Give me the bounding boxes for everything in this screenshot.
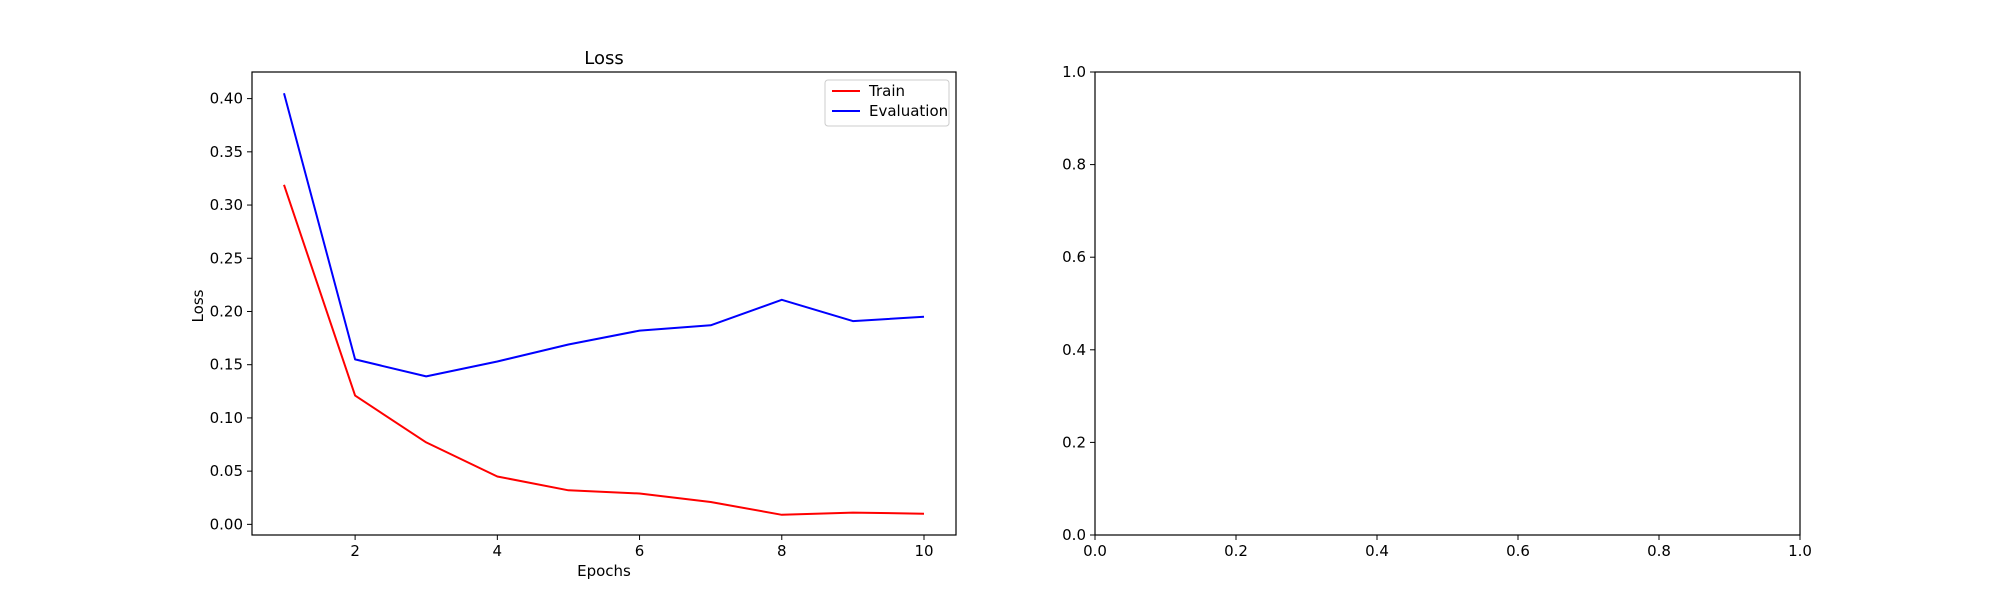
x-tick-label: 0.4 <box>1365 542 1389 560</box>
y-tick-label: 1.0 <box>1062 63 1086 81</box>
x-tick-label: 2 <box>350 542 360 560</box>
chart-title: Loss <box>584 48 623 69</box>
loss-plot-frame <box>251 71 957 536</box>
y-tick-label: 0.40 <box>210 90 243 108</box>
x-tick-label: 0.2 <box>1224 542 1248 560</box>
y-tick-label: 0.35 <box>210 143 243 161</box>
y-tick-label: 0.15 <box>210 356 243 374</box>
y-tick-label: 0.4 <box>1062 341 1086 359</box>
y-tick-label: 0.2 <box>1062 433 1086 451</box>
x-axis-label: Epochs <box>577 562 631 580</box>
y-tick-label: 0.20 <box>210 302 243 320</box>
x-tick-label: 8 <box>777 542 787 560</box>
y-tick-label: 0.0 <box>1062 526 1086 544</box>
legend: Train Evaluation <box>824 79 950 127</box>
x-tick-label: 4 <box>493 542 503 560</box>
y-tick-label: 0.10 <box>210 409 243 427</box>
legend-label-evaluation: Evaluation <box>869 102 948 120</box>
loss-chart: Loss Epochs Loss 2 4 6 8 10 0.00 0.05 0.10 0.15 0… <box>189 48 957 580</box>
empty-plot-frame <box>1094 71 1801 536</box>
x-tick-label: 0.0 <box>1083 542 1107 560</box>
empty-chart: 0.0 0.2 0.4 0.6 0.8 1.0 0.0 0.2 0.4 0.6 0.8 1.0 <box>1062 63 1812 560</box>
legend-label-train: Train <box>868 82 905 100</box>
loss-series-lines <box>283 93 925 516</box>
series-line-evaluation <box>283 93 925 378</box>
y-axis-label: Loss <box>189 289 207 322</box>
y-tick-label: 0.30 <box>210 196 243 214</box>
y-tick-label: 0.00 <box>210 515 243 533</box>
y-tick-label: 0.25 <box>210 249 243 267</box>
y-tick-label: 0.6 <box>1062 248 1086 266</box>
series-line-train <box>283 184 925 516</box>
x-tick-label: 1.0 <box>1788 542 1812 560</box>
x-tick-label: 0.8 <box>1647 542 1671 560</box>
x-tick-label: 6 <box>635 542 645 560</box>
loss-axis-ticks: 2 4 6 8 10 0.00 0.05 0.10 0.15 0.20 0.25 0.30 0.35 0.… <box>210 90 934 560</box>
y-tick-label: 0.05 <box>210 462 243 480</box>
x-tick-label: 0.6 <box>1506 542 1530 560</box>
x-tick-label: 10 <box>914 542 933 560</box>
empty-axis-ticks: 0.0 0.2 0.4 0.6 0.8 1.0 0.0 0.2 0.4 0.6 0.8 1.0 <box>1062 63 1812 560</box>
y-tick-label: 0.8 <box>1062 156 1086 174</box>
